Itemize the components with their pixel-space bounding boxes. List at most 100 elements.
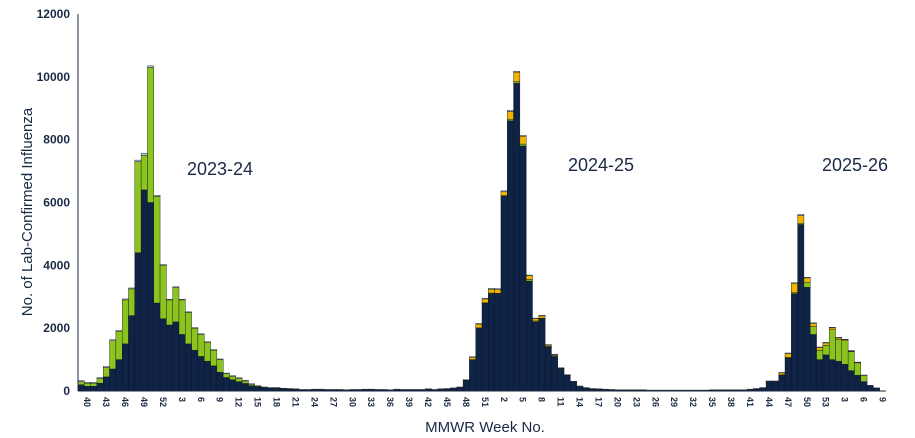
bar-A-7 (121, 343, 129, 392)
bar-other-124 (860, 374, 868, 376)
bar-other-36 (305, 389, 312, 391)
bar-other-10 (140, 152, 148, 156)
bar-other-118 (822, 342, 830, 344)
bar-AB-66 (494, 289, 502, 294)
bar-other-113 (791, 282, 798, 284)
bar-B-17 (185, 312, 192, 345)
x-tick-34: 38 (726, 397, 736, 407)
bar-other-34 (292, 388, 300, 390)
bar-A-20 (204, 360, 211, 392)
y-tick-4000: 4000 (43, 258, 70, 272)
x-tick-6: 6 (196, 397, 206, 402)
bar-other-23 (222, 372, 230, 374)
bar-other-59 (450, 387, 457, 389)
bar-other-104 (734, 389, 742, 391)
bar-A-60 (456, 387, 464, 392)
x-tick-30: 26 (650, 397, 660, 407)
bar-A-113 (791, 293, 798, 392)
bar-A-121 (841, 364, 849, 392)
bar-AB-116 (810, 323, 817, 327)
bar-other-16 (178, 299, 186, 301)
y-axis-label: No. of Lab-Confirmed Influenza (19, 107, 36, 316)
bar-other-52 (406, 389, 413, 391)
bar-other-73 (538, 315, 546, 317)
bar-other-27 (248, 383, 255, 385)
bar-B-9 (134, 161, 142, 253)
bar-B-121 (841, 340, 849, 365)
x-tick-24: 8 (537, 397, 547, 402)
bar-B-6 (115, 331, 123, 360)
x-tick-29: 23 (631, 397, 641, 407)
bar-other-6 (115, 330, 123, 332)
bar-A-15 (172, 321, 180, 392)
bar-other-12 (153, 195, 161, 197)
bar-AB-70 (519, 136, 527, 145)
season-label-2024-25: 2024-25 (568, 155, 634, 175)
bar-B-26 (241, 380, 249, 384)
bar-B-0 (77, 381, 85, 385)
y-tick-10000: 10000 (37, 70, 71, 84)
bar-B-13 (159, 265, 167, 319)
x-tick-15: 33 (366, 397, 376, 407)
bar-A-122 (847, 370, 855, 392)
bar-A-66 (494, 293, 502, 392)
bar-AB-118 (822, 342, 830, 346)
bar-other-3 (96, 377, 104, 379)
bar-A-0 (77, 384, 85, 392)
bar-other-76 (557, 367, 565, 369)
bar-A-75 (551, 356, 558, 392)
bar-B-122 (847, 351, 855, 371)
x-tick-40: 3 (840, 397, 850, 402)
bar-B-3 (96, 378, 104, 384)
bar-other-69 (513, 70, 521, 73)
bar-A-13 (159, 318, 167, 392)
bar-A-6 (115, 359, 123, 392)
bar-A-78 (570, 381, 577, 392)
bar-A-19 (197, 356, 205, 392)
bar-other-70 (519, 135, 527, 137)
bar-other-108 (759, 387, 767, 389)
bar-A-8 (128, 315, 136, 392)
bar-B-15 (172, 287, 180, 323)
bar-A-22 (216, 371, 224, 392)
bar-other-100 (709, 389, 716, 391)
bar-A-64 (481, 302, 489, 392)
bar-B-118 (822, 345, 830, 356)
bar-other-0 (77, 380, 85, 382)
bar-other-122 (847, 350, 855, 352)
bar-other-123 (854, 361, 861, 363)
bar-other-96 (683, 389, 691, 391)
bar-other-9 (134, 159, 142, 162)
x-tick-1: 43 (101, 397, 111, 407)
x-tick-42: 9 (878, 397, 888, 402)
bar-B-1 (84, 382, 91, 387)
bar-A-118 (822, 354, 830, 392)
bar-B-25 (235, 378, 243, 382)
bar-other-54 (418, 389, 426, 391)
bar-other-112 (784, 352, 792, 354)
bar-other-74 (544, 344, 552, 346)
axes (77, 14, 886, 392)
bar-A-123 (854, 375, 861, 392)
bar-A-11 (147, 202, 154, 392)
y-tick-labels: 0 2000 4000 6000 8000 10000 12000 (37, 7, 71, 398)
bar-other-31 (273, 387, 281, 389)
bar-AB-68 (507, 111, 514, 120)
season-label-2023-24: 2023-24 (187, 159, 253, 179)
bar-A-18 (191, 349, 199, 392)
bar-other-117 (816, 346, 824, 348)
bar-A-119 (828, 359, 836, 392)
bar-other-83 (601, 388, 609, 390)
bar-B-124 (860, 375, 868, 382)
bar-other-87 (626, 389, 634, 391)
x-tick-31: 29 (669, 397, 679, 407)
bar-A-124 (860, 381, 868, 392)
bar-other-35 (298, 389, 306, 391)
bar-other-60 (456, 386, 464, 388)
x-tick-25: 11 (556, 397, 566, 407)
x-tick-4: 52 (158, 397, 168, 407)
bar-other-42 (342, 389, 350, 391)
bar-A-26 (241, 383, 249, 392)
bar-A-24 (229, 379, 237, 392)
x-tick-13: 27 (328, 397, 338, 407)
